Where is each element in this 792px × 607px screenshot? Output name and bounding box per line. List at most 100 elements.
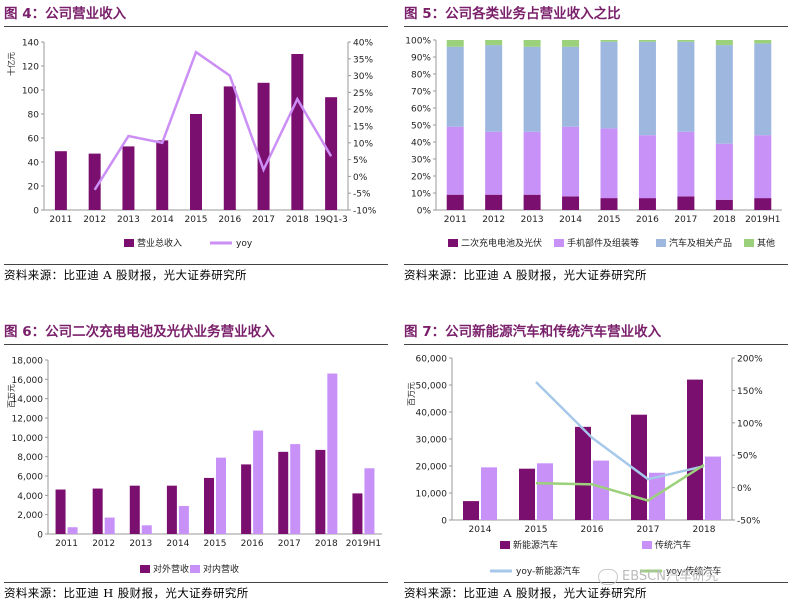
bar-external-revenue <box>241 464 252 534</box>
x-tick-label: 2013 <box>129 539 152 549</box>
bar-other <box>600 40 618 42</box>
legend-swatch <box>190 565 200 573</box>
source-note: 资料来源：比亚迪 A 股财报，光大证券研究所 <box>404 586 647 600</box>
bar-phone-parts <box>638 135 656 199</box>
bar-external-revenue <box>92 488 103 534</box>
x-tick-label: 2016 <box>218 215 241 225</box>
x-tick-label: 2014 <box>166 539 189 549</box>
y-tick-label: 0 <box>37 531 43 541</box>
y-tick-label: 80% <box>411 71 431 81</box>
bar-internal-revenue <box>253 430 264 534</box>
x-tick-label: 2012 <box>482 215 505 225</box>
x-tick-label: 19Q1-3 <box>314 215 347 225</box>
legend-swatch <box>656 239 666 247</box>
bar-traditional <box>705 456 721 520</box>
x-tick-label: 2016 <box>581 525 604 535</box>
source-divider <box>4 264 388 265</box>
bar-external-revenue <box>204 477 214 534</box>
bar-internal-revenue <box>290 444 301 534</box>
bar-external-revenue <box>166 485 177 534</box>
bar-phone-parts <box>446 126 464 195</box>
x-tick-label: 2013 <box>521 215 544 225</box>
x-tick-label: 2019H1 <box>346 539 381 549</box>
bar-nev <box>631 414 647 520</box>
title-divider <box>4 344 388 345</box>
bar-external-revenue <box>55 489 66 534</box>
title-divider <box>4 26 388 27</box>
legend-label: 传统汽车 <box>655 539 691 551</box>
y2-tick-label: 20% <box>353 106 373 116</box>
bar-battery-pv <box>677 196 695 210</box>
bar-battery-pv <box>485 194 503 210</box>
x-tick-label: 2013 <box>117 215 140 225</box>
y-tick-label: 20 <box>28 183 40 193</box>
x-tick-label: 2017 <box>278 539 301 549</box>
bar-other <box>562 40 580 47</box>
x-tick-label: 2012 <box>92 539 115 549</box>
bar-battery-pv <box>754 198 772 210</box>
y-tick-label: 140 <box>22 39 39 49</box>
bar-revenue <box>122 146 135 210</box>
y-tick-label: 50,000 <box>416 382 448 392</box>
line-yoy <box>93 50 333 191</box>
watermark: EBSCN汽车研究 <box>598 565 788 585</box>
bar-revenue <box>156 140 169 210</box>
y-axis-unit: 百万元 <box>407 382 416 406</box>
bar-other <box>715 40 733 46</box>
bar-battery-pv <box>715 199 733 210</box>
x-tick-label: 2016 <box>241 539 264 549</box>
bar-traditional <box>593 460 609 520</box>
bar-revenue <box>88 153 101 210</box>
x-tick-label: 2011 <box>49 215 72 225</box>
bar-auto <box>715 45 733 144</box>
legend-label: 手机部件及组装等 <box>567 237 639 249</box>
legend-label: yoy <box>236 239 253 249</box>
legend-label: yoy-新能源汽车 <box>516 565 580 577</box>
bar-revenue <box>54 151 67 210</box>
y-tick-label: 30% <box>411 156 431 166</box>
y-tick-label: 40,000 <box>416 409 448 419</box>
y-tick-label: 18,000 <box>12 357 44 367</box>
y-tick-label: 16,000 <box>12 376 44 386</box>
x-tick-label: 2014 <box>151 215 174 225</box>
bar-other <box>677 40 695 42</box>
y-tick-label: 100 <box>22 87 39 97</box>
battery-pv-chart: 百万元 0 2,000 4,000 6,000 8,000 10,000 12,000 14,0… <box>7 357 382 575</box>
x-tick-label: 2014 <box>559 215 582 225</box>
bar-external-revenue <box>129 485 140 534</box>
y-tick-label: 6,000 <box>17 473 43 483</box>
y-tick-label: 30,000 <box>416 436 448 446</box>
panel-battery-pv: 图 6：公司二次充电电池及光伏业务营业收入 百万元 0 2,000 4,000 6,00… <box>4 318 396 607</box>
bar-other <box>638 40 656 42</box>
bar-phone-parts <box>754 135 772 199</box>
revenue-chart: 十亿元 0 20 40 60 80 100 120 140 -10% -5% 0% 5% 10% 15% 20… <box>6 39 377 250</box>
bar-auto <box>523 46 541 132</box>
y2-tick-label: 200% <box>737 355 763 365</box>
bar-phone-parts <box>562 126 580 197</box>
legend-label: 其他 <box>757 237 775 249</box>
x-tick-label: 2018 <box>315 539 338 549</box>
y2-tick-label: 0% <box>353 173 368 183</box>
y-tick-label: 10% <box>411 190 431 200</box>
bar-traditional <box>537 463 553 520</box>
x-tick-label: 2017 <box>252 215 275 225</box>
y2-tick-label: 35% <box>353 55 373 65</box>
bar-internal-revenue <box>104 517 115 534</box>
bar-nev <box>575 426 591 520</box>
bar-battery-pv <box>446 194 464 210</box>
legend-label: 新能源汽车 <box>513 539 558 551</box>
title-divider <box>404 344 788 345</box>
bar-other <box>485 40 503 46</box>
bar-phone-parts <box>523 131 541 195</box>
line-yoy-nev <box>535 381 705 481</box>
panel-business-mix: 图 5：公司各类业务占营业收入之比 0% 10% 20% 30% 40% 50% 60% 70… <box>404 0 792 290</box>
bar-nev <box>463 501 479 520</box>
bar-battery-pv <box>600 198 618 210</box>
y2-tick-label: -5% <box>353 190 371 200</box>
y2-tick-label: -10% <box>353 207 377 217</box>
bar-other <box>446 40 464 47</box>
bar-phone-parts <box>715 143 733 200</box>
bar-traditional <box>481 467 497 520</box>
panel-revenue: 图 4：公司营业收入 十亿元 0 20 40 60 80 100 120 140 -10% -5% 0… <box>4 0 396 290</box>
y-tick-label: 10,000 <box>12 434 44 444</box>
